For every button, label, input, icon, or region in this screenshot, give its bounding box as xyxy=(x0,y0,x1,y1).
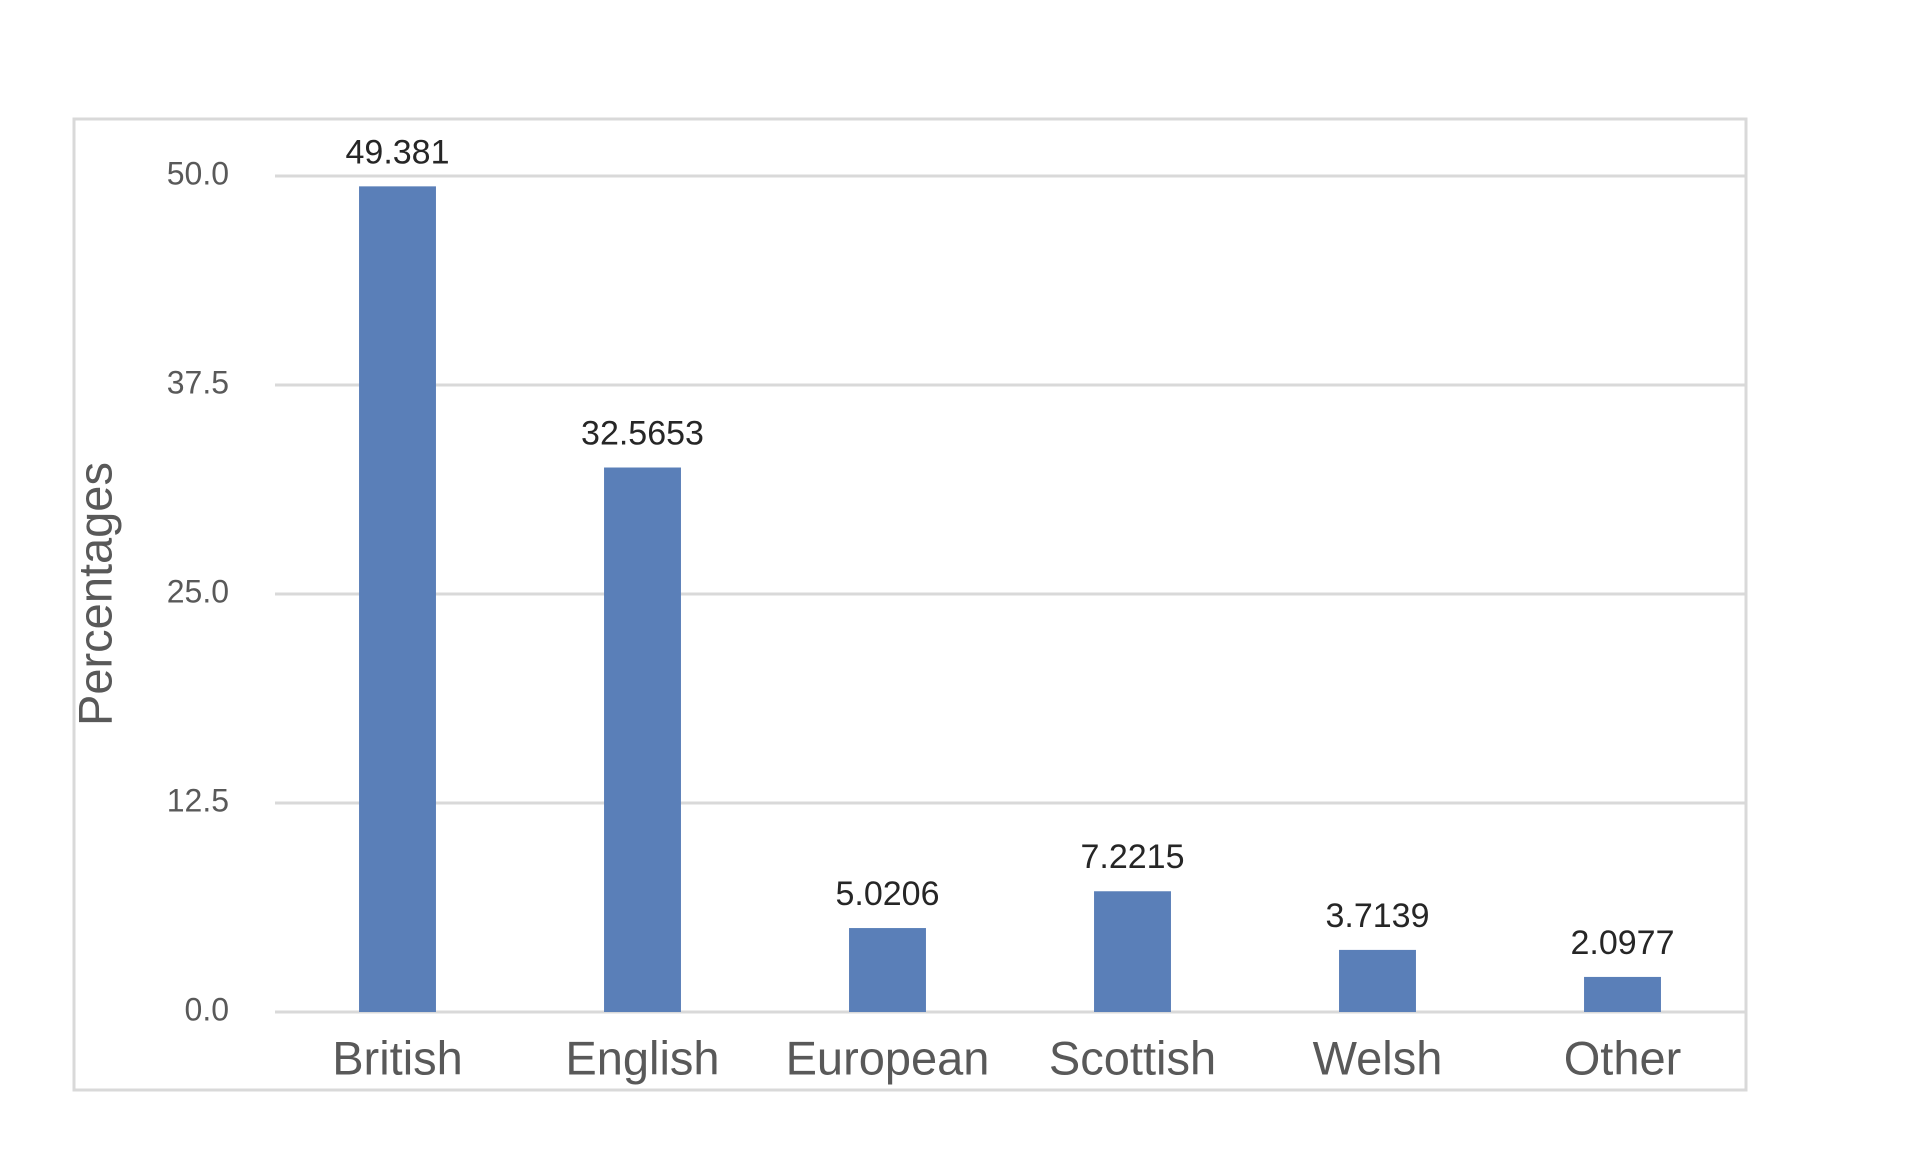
bar xyxy=(1094,891,1171,1012)
data-label: 2.0977 xyxy=(1571,924,1675,962)
y-axis-title: Percentages xyxy=(68,462,121,726)
chart-frame xyxy=(72,117,1748,1092)
x-tick-label: Other xyxy=(1564,1031,1682,1084)
bar xyxy=(359,186,436,1013)
data-label: 7.2215 xyxy=(1081,838,1185,876)
x-tick-label: Welsh xyxy=(1313,1031,1443,1084)
data-label: 5.0206 xyxy=(836,875,940,913)
x-tick-label: English xyxy=(565,1031,719,1084)
y-tick-label: 12.5 xyxy=(167,782,229,818)
bar xyxy=(1584,976,1661,1012)
x-tick-label: British xyxy=(332,1031,463,1084)
y-tick-label: 0.0 xyxy=(185,991,229,1027)
bar xyxy=(849,928,926,1012)
y-tick-label: 50.0 xyxy=(167,155,229,191)
x-tick-label: European xyxy=(786,1031,990,1084)
y-tick-label: 37.5 xyxy=(167,364,229,400)
bar xyxy=(1339,949,1416,1012)
bar xyxy=(604,467,681,1012)
data-label: 49.381 xyxy=(346,133,450,171)
x-tick-label: Scottish xyxy=(1049,1031,1216,1084)
data-label: 32.5653 xyxy=(581,414,704,452)
data-label: 3.7139 xyxy=(1326,897,1430,935)
y-tick-label: 25.0 xyxy=(167,573,229,609)
